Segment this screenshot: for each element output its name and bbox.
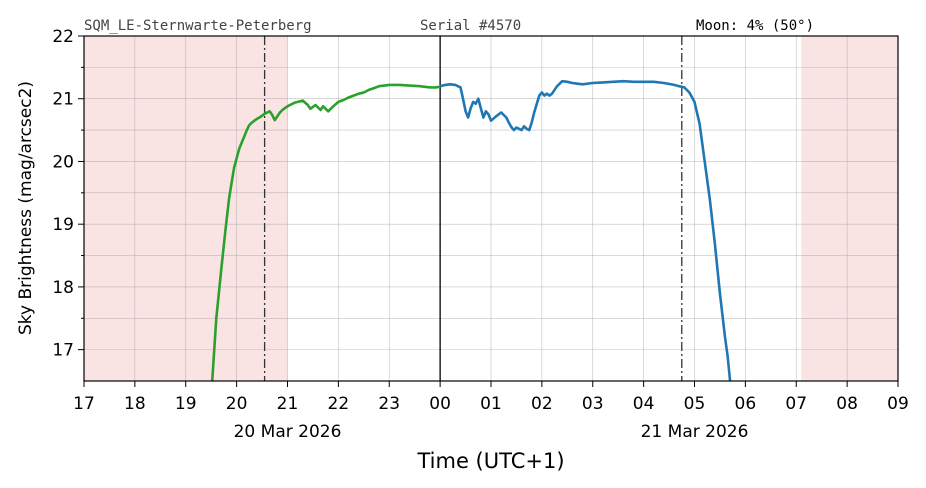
event-lines xyxy=(263,36,683,381)
date-label: 21 Mar 2026 xyxy=(641,422,749,442)
y-tick-label: 22 xyxy=(52,27,74,47)
x-tick-label: 01 xyxy=(480,394,502,414)
x-axis-ticks: 17 18 19 20 21 22 23 00 01 02 03 04 05 06 07 08 09 xyxy=(73,381,909,414)
y-tick-label: 19 xyxy=(52,215,74,235)
x-tick-label: 06 xyxy=(735,394,757,414)
x-tick-label: 20 xyxy=(226,394,248,414)
x-tick-label: 18 xyxy=(124,394,146,414)
y-tick-label: 21 xyxy=(52,90,74,110)
y-axis-label: Sky Brightness (mag/arcsec2) xyxy=(16,81,36,335)
x-tick-label: 05 xyxy=(684,394,706,414)
x-tick-label: 04 xyxy=(633,394,655,414)
x-tick-label: 02 xyxy=(531,394,553,414)
x-tick-label: 03 xyxy=(582,394,604,414)
evening-series-line xyxy=(210,83,441,382)
date-labels: 20 Mar 2026 21 Mar 2026 xyxy=(234,422,749,442)
station-name: SQM_LE-Sternwarte-Peterberg xyxy=(84,18,312,34)
x-tick-label: 07 xyxy=(785,394,807,414)
x-tick-label: 09 xyxy=(887,394,909,414)
daylight-region xyxy=(801,36,898,381)
series-lines xyxy=(210,79,732,382)
x-tick-label: 19 xyxy=(175,394,197,414)
y-tick-label: 18 xyxy=(52,278,74,298)
y-tick-label: 20 xyxy=(52,152,74,172)
date-label: 20 Mar 2026 xyxy=(234,422,342,442)
y-tick-label: 17 xyxy=(52,341,74,361)
x-tick-label: 21 xyxy=(277,394,299,414)
x-tick-label: 00 xyxy=(429,394,451,414)
x-tick-label: 08 xyxy=(836,394,858,414)
serial-number: Serial #4570 xyxy=(420,18,521,34)
x-axis-label: Time (UTC+1) xyxy=(416,449,564,473)
x-tick-label: 23 xyxy=(378,394,400,414)
x-tick-label: 17 xyxy=(73,394,95,414)
x-tick-label: 22 xyxy=(328,394,350,414)
morning-series-line xyxy=(439,79,732,382)
y-axis-ticks: 17 18 19 20 21 22 xyxy=(52,27,84,361)
moon-info: Moon: 4% (50°) xyxy=(696,18,814,34)
